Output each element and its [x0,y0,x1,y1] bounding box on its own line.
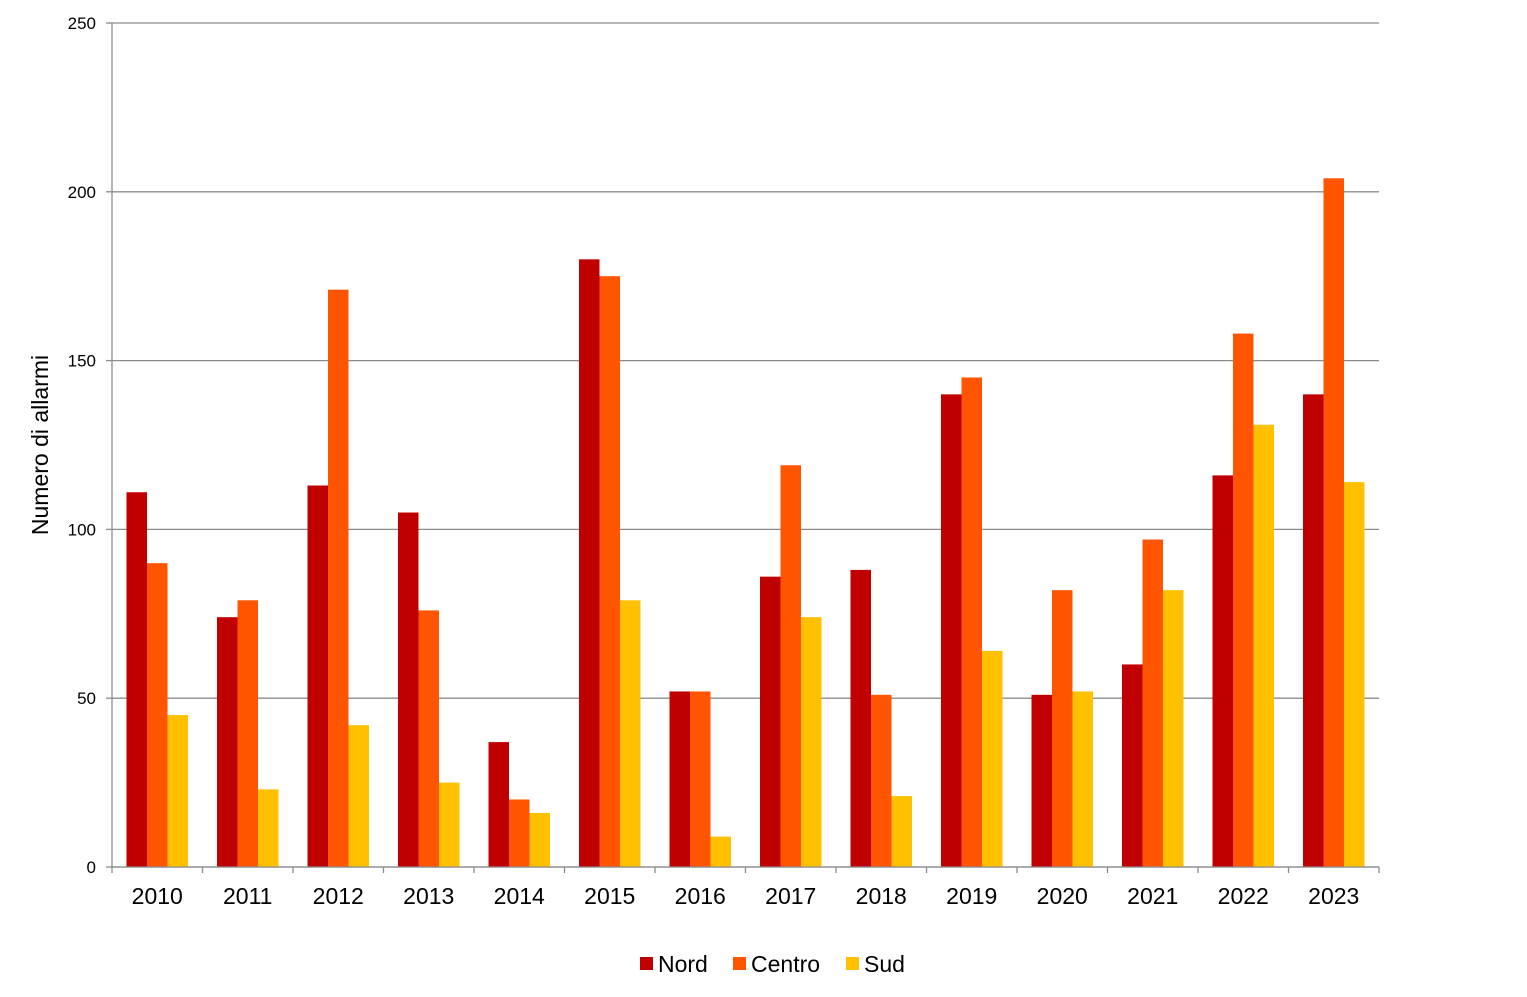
bar-sud-2010 [167,715,188,867]
bar-nord-2014 [488,742,509,867]
bar-sud-2020 [1072,691,1093,867]
x-tick-label: 2012 [313,883,364,909]
bar-nord-2017 [760,576,781,867]
legend-swatch-sud [846,957,859,970]
bar-nord-2010 [126,492,147,867]
y-tick-label: 100 [68,520,96,539]
bar-nord-2011 [217,617,238,867]
bar-nord-2013 [398,512,419,867]
bar-sud-2023 [1344,482,1365,867]
bar-sud-2014 [529,812,550,867]
legend-swatch-centro [733,957,746,970]
x-tick-label: 2018 [856,883,907,909]
bar-centro-2017 [780,465,801,867]
bar-centro-2011 [237,600,258,867]
y-axis-title: Numero di allarmi [27,355,53,535]
bar-sud-2019 [982,650,1003,867]
bar-sud-2017 [801,617,822,867]
bar-nord-2022 [1212,475,1233,867]
x-tick-label: 2023 [1308,883,1359,909]
bar-sud-2015 [620,600,641,867]
x-tick-label: 2016 [675,883,726,909]
bar-centro-2019 [961,377,982,867]
bar-nord-2012 [307,485,328,867]
y-tick-label: 150 [68,352,96,371]
legend-label-sud: Sud [864,951,905,977]
x-tick-label: 2022 [1218,883,1269,909]
bar-centro-2023 [1323,178,1344,867]
y-tick-labels: 0 50 100 150 200 250 [68,14,96,877]
x-tick-label: 2017 [765,883,816,909]
bar-centro-2016 [690,691,711,867]
bar-sud-2021 [1163,590,1184,867]
bar-nord-2015 [579,259,600,867]
bar-sud-2018 [891,796,912,867]
x-tick-label: 2013 [403,883,454,909]
bar-sud-2011 [258,789,279,867]
legend-swatch-nord [640,957,653,970]
bar-centro-2021 [1142,539,1163,867]
bar-centro-2014 [509,799,530,867]
x-tick-label: 2011 [223,883,272,909]
y-tick-label: 250 [68,14,96,33]
bar-centro-2012 [328,289,349,868]
y-tick-label: 0 [87,858,96,877]
bar-centro-2010 [147,563,168,867]
y-tick-label: 50 [77,689,96,708]
y-tick-label: 200 [68,183,96,202]
axes [111,23,1380,873]
bar-sud-2013 [439,782,460,867]
x-tick-labels: 2010 2011 2012 2013 2014 2015 2016 2017 2018 2019… [132,883,1360,909]
bar-centro-2015 [599,276,620,867]
bar-sud-2012 [348,725,369,867]
bar-sud-2022 [1253,424,1274,867]
bar-nord-2021 [1122,664,1143,867]
bar-sud-2016 [710,836,731,867]
bar-centro-2018 [871,694,892,867]
bar-nord-2023 [1303,394,1324,867]
x-tick-label: 2014 [494,883,545,909]
legend: Nord Centro Sud [640,951,905,977]
bar-nord-2018 [850,569,871,867]
bar-centro-2013 [418,610,439,867]
legend-label-centro: Centro [751,951,820,977]
x-tick-label: 2010 [132,883,183,909]
x-tick-label: 2019 [946,883,997,909]
x-tick-label: 2020 [1037,883,1088,909]
x-tick-label: 2015 [584,883,635,909]
legend-label-nord: Nord [658,951,708,977]
x-tick-label: 2021 [1127,883,1178,909]
bars [126,178,1365,868]
bar-nord-2020 [1031,694,1052,867]
bar-nord-2016 [669,691,690,867]
gridlines [106,22,1379,868]
bar-centro-2020 [1052,590,1073,867]
bar-centro-2022 [1233,333,1254,867]
bar-nord-2019 [941,394,962,867]
